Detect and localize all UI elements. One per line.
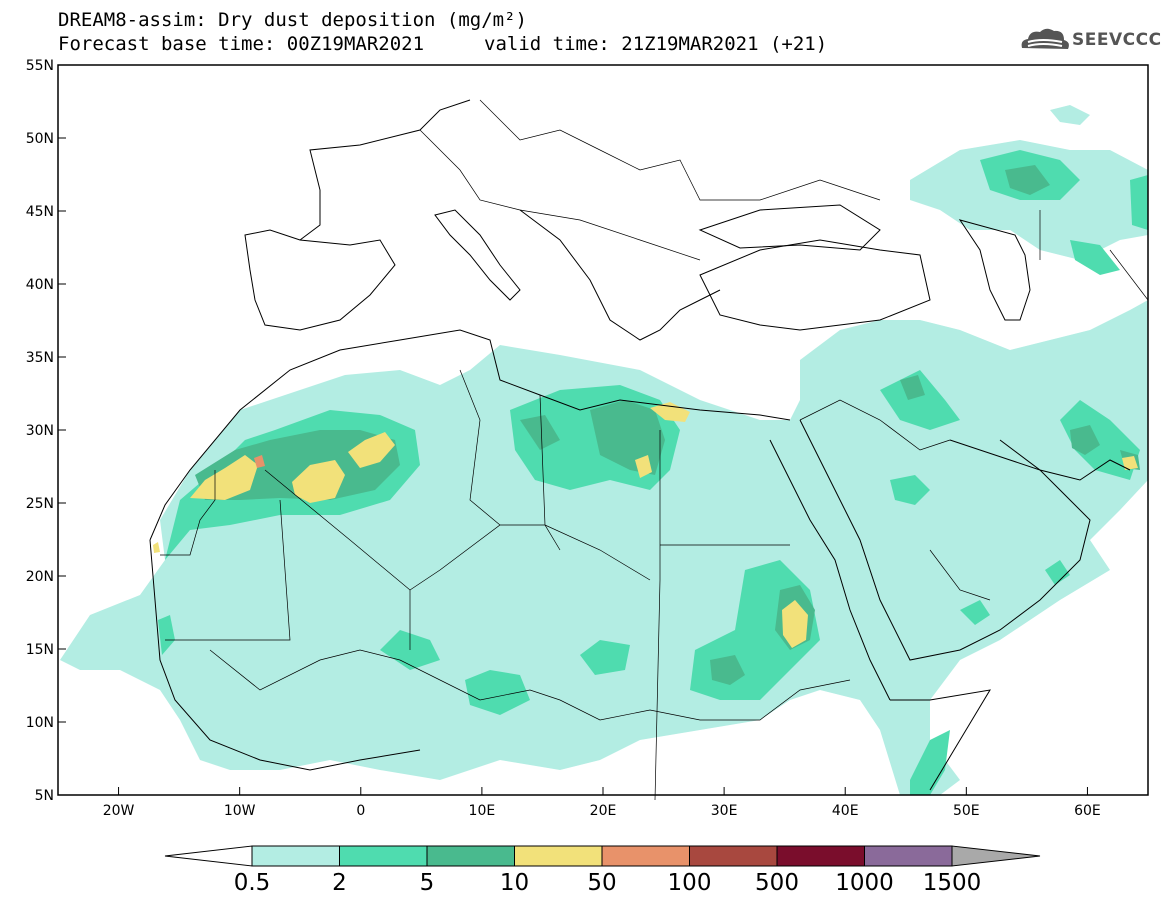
y-tick-label: 55N xyxy=(26,58,54,74)
y-axis: 55N 50N 45N 40N 35N 30N 25N 20N 15N 10N 5N xyxy=(26,58,66,804)
logo-text: SEEVCCC xyxy=(1072,30,1162,50)
x-tick-label: 40E xyxy=(832,803,859,819)
colorbar xyxy=(164,845,1041,867)
colorbar-swatch xyxy=(339,845,428,867)
x-tick-label: 60E xyxy=(1074,803,1101,819)
colorbar-swatch xyxy=(426,845,515,867)
y-tick-label: 5N xyxy=(35,788,54,804)
y-tick-label: 50N xyxy=(26,131,54,147)
x-tick-label: 30E xyxy=(711,803,738,819)
colorbar-label: 1500 xyxy=(922,870,982,896)
x-tick-label: 10W xyxy=(224,803,256,819)
colorbar-high-arrow xyxy=(951,845,1041,867)
valid-time: valid time: 21Z19MAR2021 (+21) xyxy=(484,33,828,55)
colorbar-label: 500 xyxy=(755,870,799,896)
colorbar-label: 100 xyxy=(667,870,712,896)
colorbar-label: 0.5 xyxy=(233,870,271,896)
x-tick-label: 0 xyxy=(356,803,365,819)
colorbar-label: 5 xyxy=(419,870,435,896)
colorbar-swatch xyxy=(601,845,690,867)
x-tick-label: 10E xyxy=(469,803,496,819)
x-tick-label: 20E xyxy=(590,803,617,819)
colorbar-label: 1000 xyxy=(835,870,894,896)
x-tick-label: 50E xyxy=(953,803,980,819)
colorbar-swatch xyxy=(514,845,603,867)
colorbar-swatch xyxy=(864,845,953,867)
deposition-layer-orange xyxy=(254,455,265,468)
map-title: DREAM8-assim: Dry dust deposition (mg/m²… xyxy=(58,9,527,31)
x-tick-label: 20W xyxy=(103,803,135,819)
coastlines xyxy=(149,99,1131,791)
colorbar-swatch xyxy=(776,845,865,867)
forecast-base-time: Forecast base time: 00Z19MAR2021 xyxy=(58,33,425,55)
y-tick-label: 30N xyxy=(26,423,54,439)
y-tick-label: 25N xyxy=(26,496,54,512)
y-tick-label: 15N xyxy=(26,642,54,658)
country-borders xyxy=(160,99,1149,801)
colorbar-low-arrow xyxy=(164,845,253,867)
y-tick-label: 20N xyxy=(26,569,54,585)
colorbar-label: 10 xyxy=(499,870,530,896)
y-tick-label: 40N xyxy=(26,277,54,293)
colorbar-swatch xyxy=(251,845,340,867)
x-axis: 20W 10W 0 10E 20E 30E 40E 50E 60E xyxy=(103,787,1101,819)
y-tick-label: 45N xyxy=(26,204,54,220)
y-tick-label: 35N xyxy=(26,350,54,366)
colorbar-swatch xyxy=(689,845,778,867)
colorbar-label: 2 xyxy=(332,870,347,896)
colorbar-label: 50 xyxy=(587,870,617,896)
y-tick-label: 10N xyxy=(26,715,54,731)
cloud-logo-icon xyxy=(1021,28,1069,49)
